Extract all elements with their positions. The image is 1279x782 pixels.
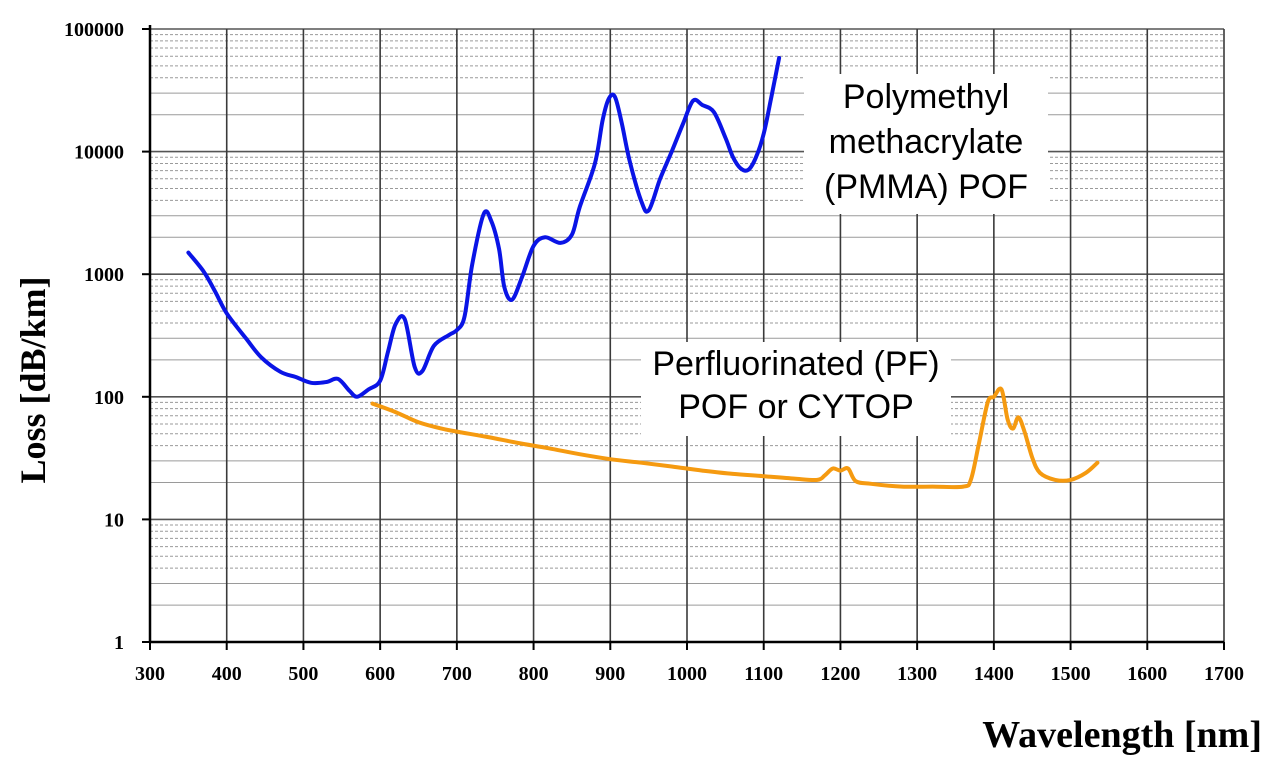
x-tick-label: 1000	[667, 663, 707, 685]
pf-pof-loss-curve	[370, 386, 1100, 490]
axes: 1 10 100 1000 10000 100000 300 400 500 600 700 800 9…	[64, 19, 1244, 685]
x-tick-label: 500	[288, 663, 318, 685]
y-tick-label: 1	[114, 632, 124, 654]
x-tick-label: 300	[135, 663, 165, 685]
series	[186, 56, 1100, 490]
annotation-label: Perfluorinated (PF)	[652, 345, 939, 383]
x-tick-label: 1600	[1127, 663, 1167, 685]
annotation-label: methacrylate	[829, 123, 1024, 161]
pmma-pof-loss-curve	[186, 56, 782, 399]
y-axis-title: Loss [dB/km]	[13, 276, 53, 483]
x-tick-label: 1200	[820, 663, 860, 685]
x-tick-label: 1400	[974, 663, 1014, 685]
x-axis-title: Wavelength [nm]	[982, 714, 1262, 756]
annotation-background	[641, 342, 951, 436]
x-tick-label: 1500	[1051, 663, 1091, 685]
x-tick-label: 1300	[897, 663, 937, 685]
y-tick-label: 10	[104, 509, 124, 531]
x-tick-label: 700	[442, 663, 472, 685]
x-tick-label: 1100	[744, 663, 783, 685]
x-tick-label: 1700	[1204, 663, 1244, 685]
annotation-label: Polymethyl	[843, 78, 1009, 116]
x-tick-label: 800	[519, 663, 549, 685]
x-tick-label: 400	[212, 663, 242, 685]
y-tick-label: 100000	[64, 19, 124, 41]
y-tick-label: 100	[94, 387, 124, 409]
annotations: Polymethyl methacrylate (PMMA) POF Perfluor…	[641, 74, 1048, 436]
y-tick-label: 1000	[84, 264, 124, 286]
y-tick-label: 10000	[74, 142, 124, 164]
annotation-background	[804, 74, 1048, 214]
x-tick-label: 900	[595, 663, 625, 685]
x-tick-label: 600	[365, 663, 395, 685]
grid	[149, 28, 1225, 643]
annotation-label: POF or CYTOP	[678, 388, 914, 426]
annotation-label: (PMMA) POF	[824, 168, 1028, 206]
